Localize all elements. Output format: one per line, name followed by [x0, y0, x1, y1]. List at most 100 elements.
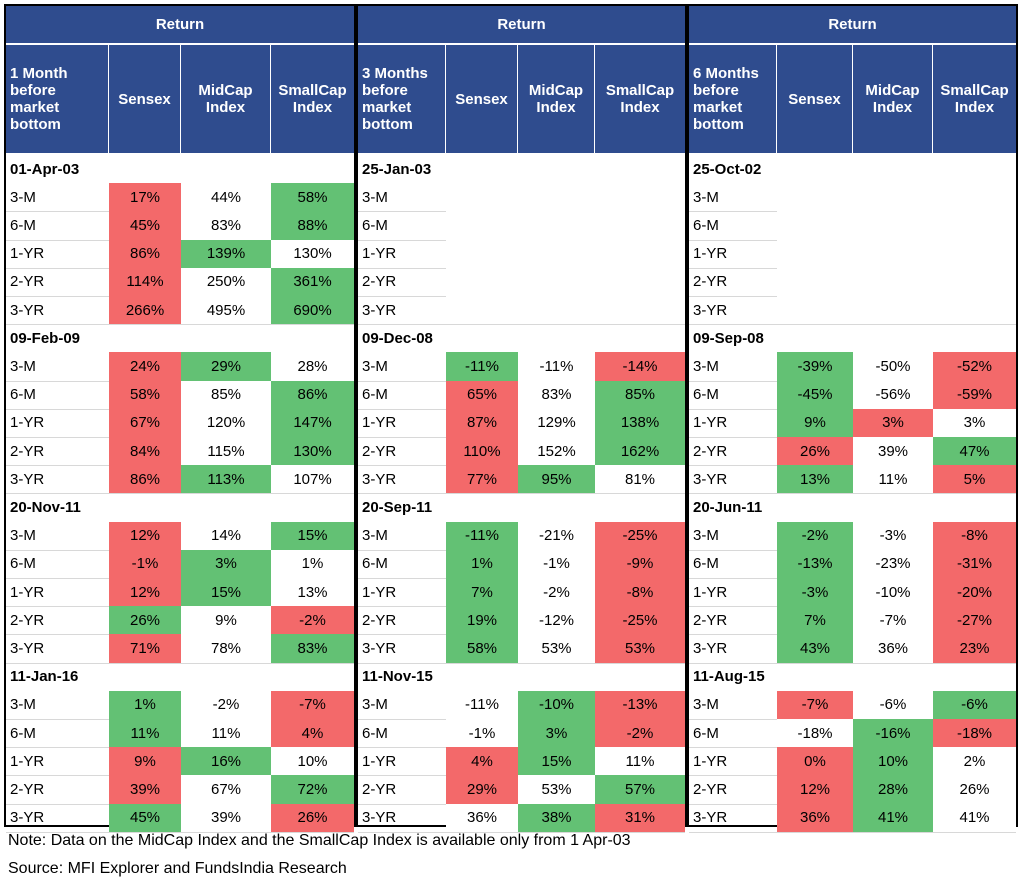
return-value: 1% — [109, 690, 181, 719]
return-value: 86% — [271, 380, 354, 409]
table-row: 2-YR 26% 9% -2% — [6, 606, 354, 636]
table-row: 6-M 45% 83% 88% — [6, 211, 354, 241]
return-value: -18% — [933, 719, 1016, 748]
return-value: 113% — [181, 465, 271, 494]
return-value: 41% — [853, 803, 933, 832]
return-value — [518, 267, 595, 296]
table-row: 6-M -1% 3% 1% — [6, 549, 354, 579]
return-value: 15% — [271, 521, 354, 550]
table-row: 2-YR 114% 250% 361% — [6, 267, 354, 297]
table-row: 3-YR 71% 78% 83% — [6, 634, 354, 664]
return-value: 36% — [853, 634, 933, 663]
return-value: 26% — [933, 775, 1016, 804]
horizon-label: 1-YR — [362, 752, 397, 770]
return-value: 36% — [777, 803, 853, 832]
return-value: -25% — [595, 606, 685, 635]
market-bottom-date: 20-Sep-11 — [362, 498, 433, 516]
table-row: 3-YR 45% 39% 26% — [6, 803, 354, 833]
return-value — [595, 183, 685, 212]
return-value: -1% — [518, 549, 595, 578]
horizon-label: 1-YR — [693, 752, 728, 770]
return-value: -20% — [933, 578, 1016, 607]
market-bottom-date: 09-Feb-09 — [10, 329, 81, 347]
return-value: 72% — [271, 775, 354, 804]
table-row: 2-YR 19% -12% -25% — [358, 606, 685, 636]
table-row: 6-M 65% 83% 85% — [358, 380, 685, 410]
table-row: 3-M 24% 29% 28% — [6, 352, 354, 382]
horizon-label: 2-YR — [362, 273, 397, 291]
column-header: MidCap Index — [181, 45, 271, 153]
return-value — [853, 239, 933, 268]
return-value: 11% — [853, 465, 933, 494]
return-value: 43% — [777, 634, 853, 663]
return-value: -50% — [853, 352, 933, 381]
return-value: -59% — [933, 380, 1016, 409]
return-value: 67% — [181, 775, 271, 804]
return-value: -10% — [518, 690, 595, 719]
horizon-label: 3-YR — [10, 639, 45, 657]
table-row: 3-M 1% -2% -7% — [6, 690, 354, 720]
return-value: 44% — [181, 183, 271, 212]
table-row: 6-M 1% -1% -9% — [358, 549, 685, 579]
table-row: 1-YR — [689, 239, 1016, 269]
column-header: Sensex — [446, 45, 518, 153]
table-row: 1-YR 0% 10% 2% — [689, 747, 1016, 777]
horizon-label: 6-M — [693, 724, 719, 742]
return-value: 77% — [446, 465, 518, 494]
return-value: 58% — [271, 183, 354, 212]
table-row: 1-YR 87% 129% 138% — [358, 408, 685, 438]
return-value: 81% — [595, 465, 685, 494]
horizon-label: 1-YR — [693, 414, 728, 432]
return-value: -6% — [933, 690, 1016, 719]
return-value: 7% — [777, 606, 853, 635]
return-value: 58% — [109, 380, 181, 409]
return-value: 2% — [933, 747, 1016, 776]
return-value: -8% — [595, 578, 685, 607]
return-value: -7% — [777, 690, 853, 719]
table-row: 1-YR 67% 120% 147% — [6, 408, 354, 438]
return-value: 23% — [933, 634, 1016, 663]
return-value: 47% — [933, 437, 1016, 466]
return-value — [518, 211, 595, 240]
return-value: 138% — [595, 408, 685, 437]
table-row: 2-YR 12% 28% 26% — [689, 775, 1016, 805]
horizon-label: 1-YR — [10, 583, 45, 601]
return-value: -11% — [446, 352, 518, 381]
return-value: 115% — [181, 437, 271, 466]
return-value: -2% — [271, 606, 354, 635]
return-value: 26% — [109, 606, 181, 635]
return-value: 14% — [181, 521, 271, 550]
return-value — [853, 267, 933, 296]
return-value: -23% — [853, 549, 933, 578]
return-value: -39% — [777, 352, 853, 381]
horizon-label: 3-YR — [10, 809, 45, 827]
return-value — [777, 211, 853, 240]
table-1-month: Return 1 Month before market bottom Sensex… — [4, 4, 356, 833]
table-6-months: Return 6 Months before market bottom Sense… — [687, 4, 1018, 833]
return-value: 4% — [271, 719, 354, 748]
return-value — [446, 183, 518, 212]
return-value — [595, 296, 685, 325]
column-header: SmallCap Index — [933, 45, 1016, 153]
table-row: 1-YR — [358, 239, 685, 269]
return-value: -1% — [446, 719, 518, 748]
return-header: Return — [6, 6, 354, 45]
table-row: 3-YR 77% 95% 81% — [358, 465, 685, 495]
return-value: 83% — [518, 380, 595, 409]
return-value: 26% — [271, 803, 354, 832]
return-value: 13% — [271, 578, 354, 607]
return-value: 86% — [109, 465, 181, 494]
return-value: 1% — [446, 549, 518, 578]
horizon-label: 3-M — [362, 696, 388, 714]
return-value: 9% — [109, 747, 181, 776]
return-value: 29% — [181, 352, 271, 381]
horizon-label: 3-M — [362, 527, 388, 545]
return-value: 87% — [446, 408, 518, 437]
column-header: Sensex — [109, 45, 181, 153]
return-value: 26% — [777, 437, 853, 466]
footnote: Note: Data on the MidCap Index and the S… — [8, 832, 631, 849]
table-row: 1-YR -3% -10% -20% — [689, 578, 1016, 608]
horizon-label: 3-M — [10, 696, 36, 714]
horizon-label: 6-M — [10, 724, 36, 742]
horizon-label: 1-YR — [10, 752, 45, 770]
